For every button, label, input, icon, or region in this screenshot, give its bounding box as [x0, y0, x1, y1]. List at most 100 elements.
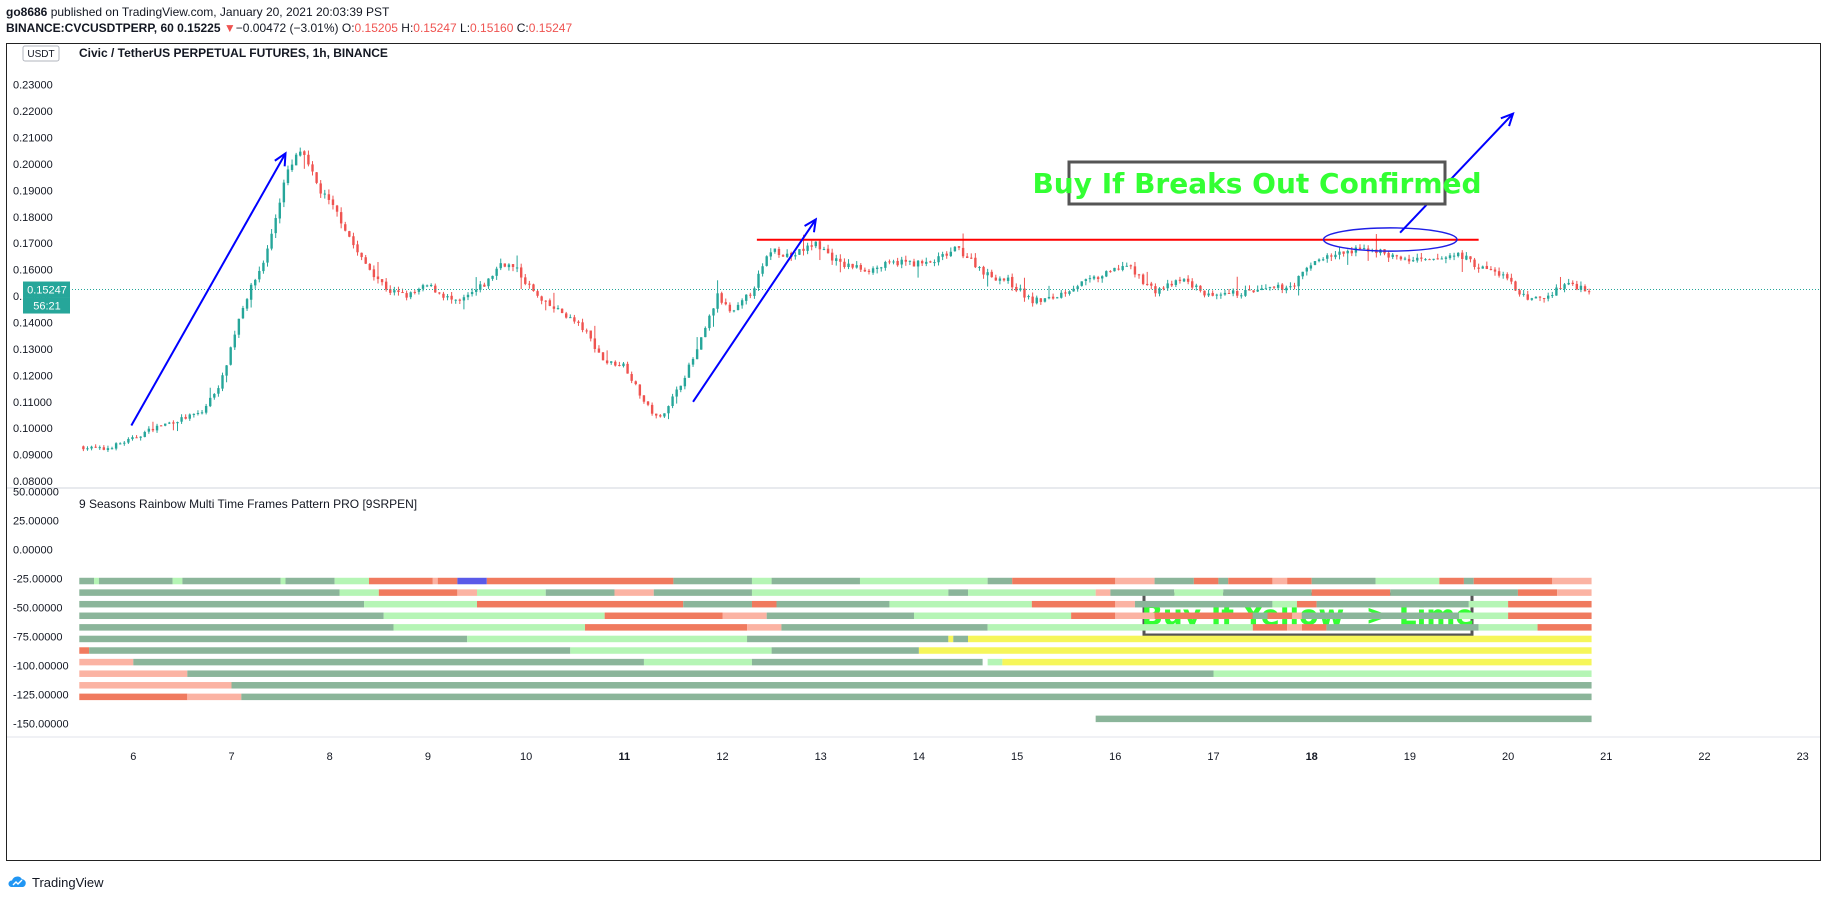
rainbow-bar-segment — [982, 658, 988, 666]
bearish-candle-body — [319, 183, 322, 194]
bullish-candle-body — [1092, 276, 1096, 279]
rainbow-bar-segment — [339, 589, 379, 596]
bullish-candle-body — [675, 389, 678, 397]
bearish-candle-body — [327, 194, 331, 200]
rainbow-bar-segment — [378, 589, 458, 596]
rainbow-bar-segment — [1213, 670, 1592, 677]
bearish-candle-body — [519, 267, 523, 278]
indicator-title: 9 Seasons Rainbow Multi Time Frames Patt… — [79, 497, 418, 511]
bullish-candle-body — [1346, 250, 1349, 254]
indicator-axis-tick-label: -125.00000 — [13, 689, 69, 701]
bearish-candle-body — [1489, 268, 1493, 270]
time-axis-tick-label: 22 — [1698, 751, 1710, 763]
currency-label: USDT — [27, 49, 54, 60]
bullish-candle-body — [835, 258, 838, 261]
bearish-candle-body — [826, 248, 830, 254]
bullish-candle-body — [278, 202, 281, 219]
bullish-candle-body — [1289, 286, 1292, 288]
rainbow-bar-segment — [79, 589, 340, 596]
bullish-candle-body — [1362, 248, 1366, 250]
rainbow-bar-segment — [79, 600, 365, 608]
bullish-candle-body — [499, 263, 502, 269]
bullish-candle-body — [1260, 288, 1263, 291]
bullish-candle-body — [569, 317, 572, 319]
bullish-candle-body — [716, 293, 719, 309]
bearish-candle-body — [307, 154, 310, 165]
bullish-candle-body — [1411, 260, 1415, 262]
bullish-candle-body — [610, 361, 613, 363]
rainbow-bar-segment — [1267, 612, 1293, 620]
bearish-candle-body — [1407, 258, 1411, 262]
bullish-candle-body — [1534, 296, 1538, 299]
bearish-candle-body — [511, 264, 515, 267]
bearish-candle-body — [380, 279, 384, 283]
bearish-candle-body — [503, 263, 507, 267]
bearish-candle-body — [896, 260, 899, 266]
bullish-candle-body — [491, 275, 494, 279]
price-axis-tick-label: 0.09000 — [13, 450, 53, 462]
tradingview-footer[interactable]: TradingView — [6, 872, 104, 892]
bearish-candle-body — [1203, 290, 1206, 296]
rainbow-bar-segment — [1508, 600, 1592, 608]
bullish-candle-body — [900, 259, 903, 265]
published-text: published on TradingView.com, January 20… — [50, 5, 390, 19]
bearish-candle-body — [1350, 250, 1353, 254]
bearish-candle-body — [368, 263, 371, 270]
bullish-candle-body — [110, 448, 114, 450]
time-axis-tick-label: 21 — [1600, 751, 1612, 763]
countdown-label: 56:21 — [33, 301, 61, 313]
indicator-axis-tick-label: -100.00000 — [13, 660, 69, 672]
time-axis-tick-label: 18 — [1306, 751, 1318, 763]
rainbow-bar-segment — [477, 600, 684, 608]
bearish-candle-body — [1420, 257, 1423, 259]
bullish-candle-body — [753, 288, 756, 296]
last-price-badge — [23, 281, 70, 298]
author-name[interactable]: go8686 — [6, 5, 48, 19]
bearish-candle-body — [577, 321, 580, 323]
time-axis-tick-label: 23 — [1797, 751, 1809, 763]
time-axis-tick-label: 13 — [815, 751, 827, 763]
bearish-candle-body — [532, 284, 535, 292]
rainbow-bar-segment — [187, 693, 242, 701]
bullish-candle-body — [875, 267, 879, 269]
bullish-candle-body — [1276, 284, 1280, 288]
chart-frame[interactable]: 0.23000 0.22000 0.21000 0.20000 0.19000 0.180… — [6, 43, 1821, 861]
bearish-candle-body — [1518, 290, 1521, 295]
rainbow-bar-segment — [79, 612, 384, 620]
rainbow-bar-segment — [79, 682, 232, 689]
breakout-callout-box — [1067, 160, 1447, 206]
bullish-candle-body — [221, 375, 224, 389]
rainbow-bar-segment — [79, 647, 90, 654]
bullish-candle-body — [245, 299, 249, 309]
rainbow-bar-segment — [1115, 577, 1155, 585]
bullish-candle-body — [1309, 265, 1313, 269]
bullish-candle-body — [745, 294, 748, 301]
bullish-candle-body — [323, 193, 326, 195]
main-chart-title: Civic / TetherUS PERPETUAL FUTURES, 1h, … — [79, 46, 388, 60]
bearish-candle-body — [1461, 252, 1464, 260]
bullish-candle-body — [446, 296, 449, 298]
bullish-candle-body — [908, 260, 912, 262]
chart-canvas[interactable]: 0.23000 0.22000 0.21000 0.20000 0.19000 0.180… — [7, 44, 1820, 860]
bullish-candle-body — [1424, 259, 1427, 261]
time-axis-tick-label: 8 — [327, 751, 333, 763]
rainbow-bar-segment — [1311, 577, 1376, 585]
bearish-candle-body — [483, 284, 486, 287]
bullish-candle-body — [1391, 254, 1394, 258]
bearish-candle-body — [1146, 283, 1149, 285]
rainbow-bar-segment — [98, 577, 173, 585]
rainbow-bar-segment — [457, 589, 477, 596]
countdown-badge — [23, 297, 70, 314]
rainbow-bar-segment — [1012, 577, 1116, 585]
bearish-candle-body — [1191, 281, 1194, 288]
bearish-candle-body — [1542, 298, 1546, 300]
bullish-candle-body — [1456, 252, 1460, 257]
rainbow-bar-segment — [653, 589, 752, 596]
arrow-head-icon — [274, 151, 287, 167]
bearish-candle-body — [749, 294, 752, 296]
time-axis-tick-label: 7 — [228, 751, 234, 763]
bullish-candle-body — [1567, 282, 1570, 285]
bearish-candle-body — [1150, 283, 1153, 286]
bearish-candle-body — [548, 300, 552, 306]
bearish-candle-body — [1137, 274, 1141, 276]
